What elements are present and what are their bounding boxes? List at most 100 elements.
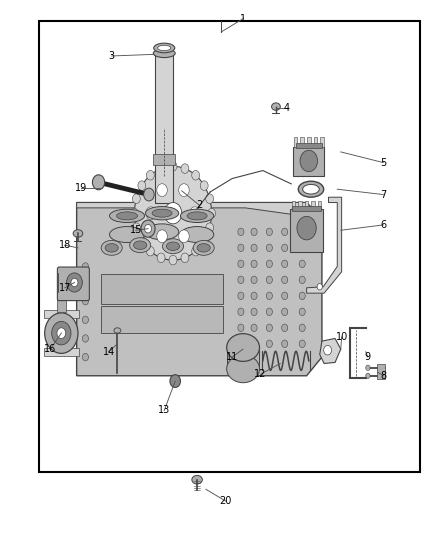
Circle shape [299, 260, 305, 268]
Circle shape [138, 181, 146, 190]
Circle shape [251, 276, 257, 284]
Text: 4: 4 [284, 103, 290, 112]
Circle shape [134, 166, 212, 260]
Circle shape [82, 353, 88, 361]
Text: 20: 20 [219, 496, 232, 506]
Circle shape [144, 188, 154, 201]
Circle shape [181, 164, 189, 173]
Ellipse shape [110, 209, 145, 223]
Circle shape [238, 324, 244, 332]
Bar [155, 53, 173, 203]
Ellipse shape [193, 240, 214, 255]
Text: 14: 14 [102, 347, 115, 357]
Text: 13: 13 [158, 406, 170, 415]
Circle shape [266, 228, 272, 236]
Ellipse shape [180, 209, 214, 223]
Circle shape [238, 292, 244, 300]
Bar [314, 137, 317, 147]
Circle shape [299, 292, 305, 300]
Text: 19: 19 [75, 183, 87, 192]
Circle shape [71, 278, 78, 287]
Ellipse shape [134, 241, 147, 249]
Bar [101, 274, 223, 304]
Circle shape [299, 340, 305, 348]
Circle shape [145, 224, 152, 233]
Ellipse shape [101, 240, 122, 255]
Circle shape [282, 228, 288, 236]
Circle shape [238, 244, 244, 252]
Ellipse shape [227, 355, 259, 383]
Circle shape [45, 313, 78, 353]
Circle shape [282, 244, 288, 252]
Circle shape [170, 375, 180, 387]
Circle shape [82, 335, 88, 342]
Circle shape [179, 230, 189, 243]
Ellipse shape [272, 103, 280, 110]
Circle shape [146, 246, 154, 256]
Text: 5: 5 [380, 158, 386, 167]
Circle shape [157, 184, 167, 197]
Circle shape [266, 244, 272, 252]
Circle shape [299, 244, 305, 252]
Circle shape [132, 223, 140, 232]
Text: 1: 1 [240, 14, 246, 23]
Circle shape [282, 308, 288, 316]
Circle shape [282, 340, 288, 348]
Circle shape [52, 321, 71, 345]
Bar [290, 209, 323, 252]
Circle shape [238, 340, 244, 348]
Ellipse shape [162, 239, 184, 254]
Circle shape [238, 260, 244, 268]
Text: 18: 18 [59, 240, 71, 250]
Circle shape [157, 253, 165, 263]
Ellipse shape [114, 328, 121, 333]
Circle shape [366, 365, 370, 370]
Circle shape [299, 276, 305, 284]
Bar [292, 206, 321, 211]
Text: 8: 8 [380, 371, 386, 381]
Circle shape [251, 340, 257, 348]
Bar [300, 137, 304, 147]
Circle shape [157, 164, 165, 173]
Bar [39, 21, 420, 472]
Text: 16: 16 [44, 344, 57, 354]
Ellipse shape [145, 206, 179, 220]
Circle shape [138, 236, 146, 246]
Circle shape [82, 297, 88, 305]
Circle shape [82, 281, 88, 289]
Circle shape [238, 228, 244, 236]
Ellipse shape [153, 49, 175, 58]
Bar [292, 201, 295, 209]
Bar [307, 137, 311, 147]
Circle shape [192, 171, 200, 180]
Circle shape [317, 284, 322, 290]
Ellipse shape [73, 230, 83, 237]
Circle shape [157, 230, 167, 243]
Circle shape [164, 203, 182, 224]
Text: 2: 2 [196, 200, 202, 210]
Circle shape [169, 255, 177, 265]
Ellipse shape [158, 45, 171, 51]
Ellipse shape [154, 43, 175, 53]
Circle shape [179, 184, 189, 197]
Circle shape [300, 150, 318, 172]
Bar [298, 201, 302, 209]
Circle shape [266, 260, 272, 268]
Circle shape [190, 207, 200, 220]
Circle shape [92, 175, 105, 190]
Ellipse shape [192, 475, 202, 484]
Circle shape [200, 236, 208, 246]
Bar [44, 310, 79, 318]
Polygon shape [320, 338, 341, 364]
Circle shape [251, 292, 257, 300]
Circle shape [299, 324, 305, 332]
Circle shape [282, 292, 288, 300]
Circle shape [238, 276, 244, 284]
Bar [311, 201, 315, 209]
Bar [377, 364, 385, 379]
Circle shape [169, 161, 177, 171]
Ellipse shape [145, 224, 179, 240]
Circle shape [82, 263, 88, 270]
Text: 12: 12 [254, 369, 267, 379]
Text: 6: 6 [380, 220, 386, 230]
